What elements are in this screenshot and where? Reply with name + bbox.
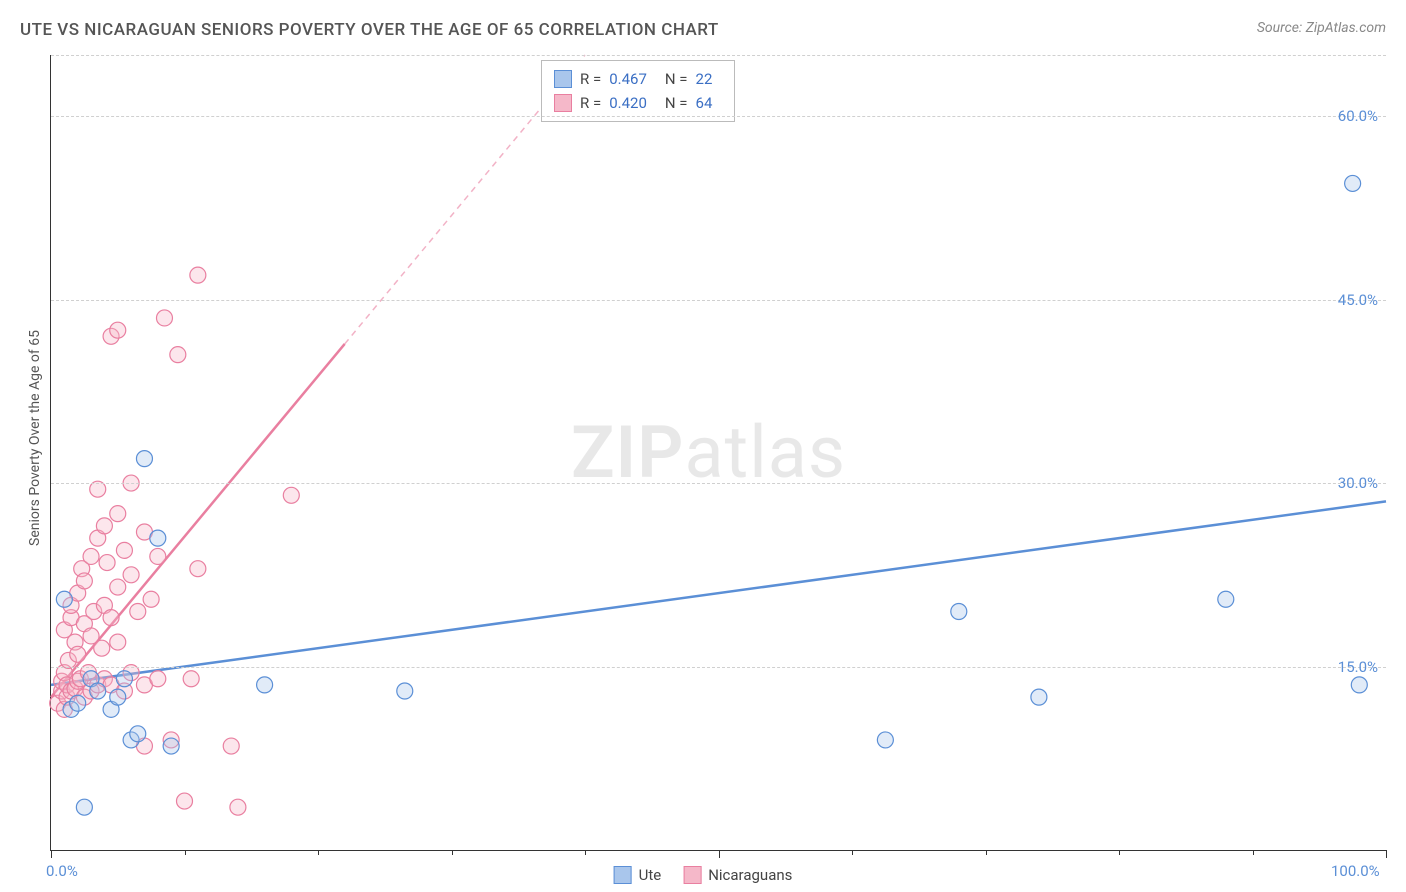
point-nicaraguans bbox=[70, 646, 86, 662]
point-ute bbox=[877, 732, 893, 748]
n-label: N = bbox=[665, 67, 688, 91]
gridline bbox=[51, 55, 1386, 56]
x-tick bbox=[452, 850, 453, 855]
point-nicaraguans bbox=[110, 579, 126, 595]
point-nicaraguans bbox=[99, 555, 115, 571]
r-label: R = bbox=[580, 91, 601, 115]
y-tick-label: 60.0% bbox=[1338, 107, 1378, 125]
point-nicaraguans bbox=[183, 671, 199, 687]
x-tick bbox=[318, 850, 319, 855]
point-ute bbox=[56, 591, 72, 607]
point-ute bbox=[257, 677, 273, 693]
y-tick-label: 15.0% bbox=[1338, 658, 1378, 676]
n-label: N = bbox=[665, 91, 688, 115]
x-tick bbox=[185, 850, 186, 855]
point-ute bbox=[397, 683, 413, 699]
x-tick bbox=[1253, 850, 1254, 855]
legend-label: Nicaraguans bbox=[708, 866, 792, 884]
x-tick bbox=[1386, 850, 1387, 858]
point-nicaraguans bbox=[283, 487, 299, 503]
point-nicaraguans bbox=[143, 591, 159, 607]
point-nicaraguans bbox=[76, 573, 92, 589]
n-value: 64 bbox=[696, 91, 713, 115]
point-nicaraguans bbox=[83, 548, 99, 564]
point-nicaraguans bbox=[170, 347, 186, 363]
r-label: R = bbox=[580, 67, 601, 91]
legend-swatch bbox=[683, 866, 701, 884]
point-ute bbox=[136, 451, 152, 467]
stats-legend-row: R = 0.467 N = 22 bbox=[554, 67, 722, 91]
bottom-legend: Ute Nicaraguans bbox=[614, 866, 793, 884]
point-ute bbox=[1345, 175, 1361, 191]
stats-legend: R = 0.467 N = 22 R = 0.420 N = 64 bbox=[541, 60, 735, 122]
gridline bbox=[51, 116, 1386, 117]
point-nicaraguans bbox=[96, 518, 112, 534]
point-ute bbox=[1031, 689, 1047, 705]
y-axis-label: Seniors Poverty Over the Age of 65 bbox=[27, 308, 43, 568]
point-nicaraguans bbox=[94, 640, 110, 656]
gridline bbox=[51, 300, 1386, 301]
point-nicaraguans bbox=[190, 267, 206, 283]
point-nicaraguans bbox=[177, 793, 193, 809]
n-value: 22 bbox=[696, 67, 713, 91]
y-tick-label: 45.0% bbox=[1338, 291, 1378, 309]
r-value: 0.420 bbox=[609, 91, 647, 115]
point-ute bbox=[163, 738, 179, 754]
gridline bbox=[51, 667, 1386, 668]
point-nicaraguans bbox=[230, 799, 246, 815]
point-nicaraguans bbox=[190, 561, 206, 577]
point-ute bbox=[951, 604, 967, 620]
point-nicaraguans bbox=[110, 322, 126, 338]
r-value: 0.467 bbox=[609, 67, 647, 91]
x-tick bbox=[51, 850, 52, 858]
x-tick bbox=[585, 850, 586, 855]
point-nicaraguans bbox=[223, 738, 239, 754]
point-nicaraguans bbox=[110, 506, 126, 522]
point-ute bbox=[76, 799, 92, 815]
legend-swatch bbox=[554, 94, 572, 112]
legend-swatch bbox=[554, 70, 572, 88]
plot-area: ZIPatlas R =0.467N =22R =0.420N =64 15.0… bbox=[50, 55, 1386, 851]
x-tick bbox=[852, 850, 853, 855]
x-tick bbox=[719, 850, 720, 858]
point-nicaraguans bbox=[103, 610, 119, 626]
point-ute bbox=[1351, 677, 1367, 693]
point-nicaraguans bbox=[130, 604, 146, 620]
legend-swatch bbox=[614, 866, 632, 884]
y-tick-label: 30.0% bbox=[1338, 474, 1378, 492]
x-tick-label: 0.0% bbox=[46, 862, 78, 880]
point-nicaraguans bbox=[110, 634, 126, 650]
point-nicaraguans bbox=[150, 548, 166, 564]
point-ute bbox=[110, 689, 126, 705]
point-ute bbox=[150, 530, 166, 546]
x-tick bbox=[1119, 850, 1120, 855]
source-attribution: Source: ZipAtlas.com bbox=[1257, 20, 1386, 36]
point-ute bbox=[116, 671, 132, 687]
legend-item: Nicaraguans bbox=[683, 866, 792, 884]
point-nicaraguans bbox=[156, 310, 172, 326]
point-nicaraguans bbox=[123, 567, 139, 583]
chart-svg bbox=[51, 55, 1386, 850]
legend-item: Ute bbox=[614, 866, 662, 884]
stats-legend-row: R = 0.420 N = 64 bbox=[554, 91, 722, 115]
point-ute bbox=[130, 726, 146, 742]
gridline bbox=[51, 483, 1386, 484]
point-ute bbox=[1218, 591, 1234, 607]
point-nicaraguans bbox=[150, 671, 166, 687]
legend-label: Ute bbox=[639, 866, 662, 884]
point-nicaraguans bbox=[116, 542, 132, 558]
point-ute bbox=[90, 683, 106, 699]
x-tick bbox=[986, 850, 987, 855]
chart-title: UTE VS NICARAGUAN SENIORS POVERTY OVER T… bbox=[20, 20, 719, 40]
x-tick-label: 100.0% bbox=[1331, 862, 1380, 880]
trend-line-ute bbox=[51, 501, 1386, 684]
point-ute bbox=[70, 695, 86, 711]
